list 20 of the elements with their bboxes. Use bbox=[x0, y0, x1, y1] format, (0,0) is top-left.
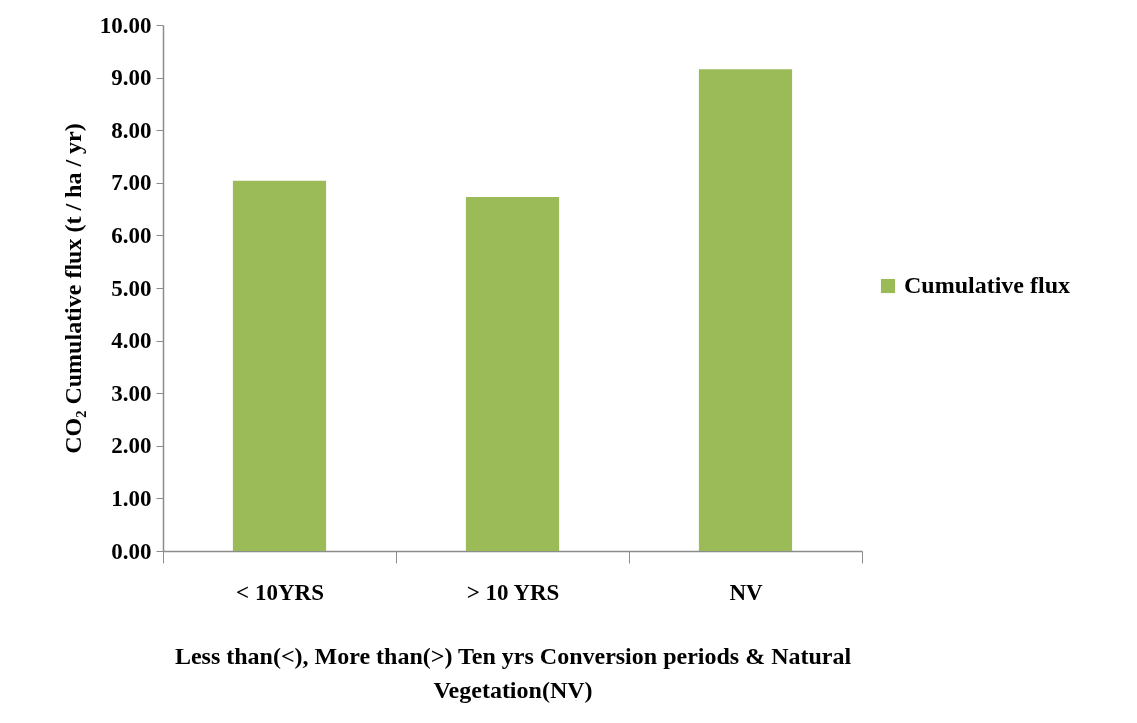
x-axis-title: Less than(<), More than(>) Ten yrs Conversion periods & Natural Vegetation(NV) bbox=[174, 642, 852, 703]
x-tick-label: > 10 YRS bbox=[466, 579, 560, 605]
y-tick-label: 8.00 bbox=[111, 117, 152, 143]
y-tick-label: 1.00 bbox=[111, 485, 152, 511]
y-tick-label: 2.00 bbox=[111, 433, 152, 459]
y-tick-label: 0.00 bbox=[111, 538, 152, 564]
y-axis-title: CO₂ Cumulative flux (t / ha / yr) bbox=[59, 123, 86, 454]
x-tick-label: < 10YRS bbox=[236, 579, 324, 605]
y-tick-label: 5.00 bbox=[111, 275, 152, 301]
y-tick-label: 7.00 bbox=[111, 170, 152, 196]
y-tick-label: 10.00 bbox=[99, 12, 152, 38]
y-tick-label: 9.00 bbox=[111, 65, 152, 91]
y-tick-label: 6.00 bbox=[111, 222, 152, 248]
bar bbox=[698, 69, 793, 551]
bar bbox=[465, 197, 560, 551]
bar bbox=[232, 180, 327, 551]
x-tick-label: NV bbox=[729, 579, 763, 605]
legend-label: Cumulative flux bbox=[904, 272, 1071, 298]
y-tick-label: 3.00 bbox=[111, 380, 152, 406]
y-tick-label: 4.00 bbox=[111, 328, 152, 354]
